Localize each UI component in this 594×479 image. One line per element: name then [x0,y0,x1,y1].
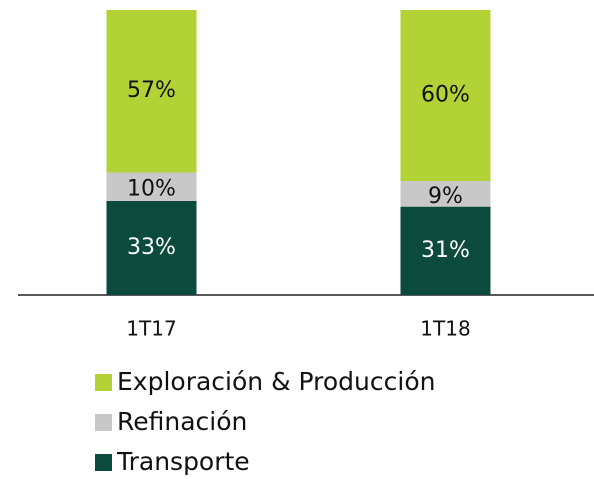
bar-segment [400,206,491,295]
legend-label: Transporte [116,447,250,476]
value-label: 60% [421,83,470,108]
value-label: 9% [428,184,463,209]
legend-label: Refinación [117,407,247,436]
x-tick-label: 1T18 [420,317,470,341]
value-label: 33% [127,235,176,260]
value-label: 31% [421,238,470,263]
value-label: 57% [127,78,176,103]
bar-segment [400,10,491,181]
bar-segment [106,172,197,201]
legend-swatch [95,454,112,471]
bar-segment [400,181,491,207]
bar-segment [106,10,197,173]
legend-label: Exploración & Producción [117,367,435,396]
legend-swatch [95,414,112,431]
x-tick-label: 1T17 [126,317,176,341]
bar-segment [106,200,197,295]
legend-swatch [95,374,112,391]
value-label: 10% [127,177,176,202]
